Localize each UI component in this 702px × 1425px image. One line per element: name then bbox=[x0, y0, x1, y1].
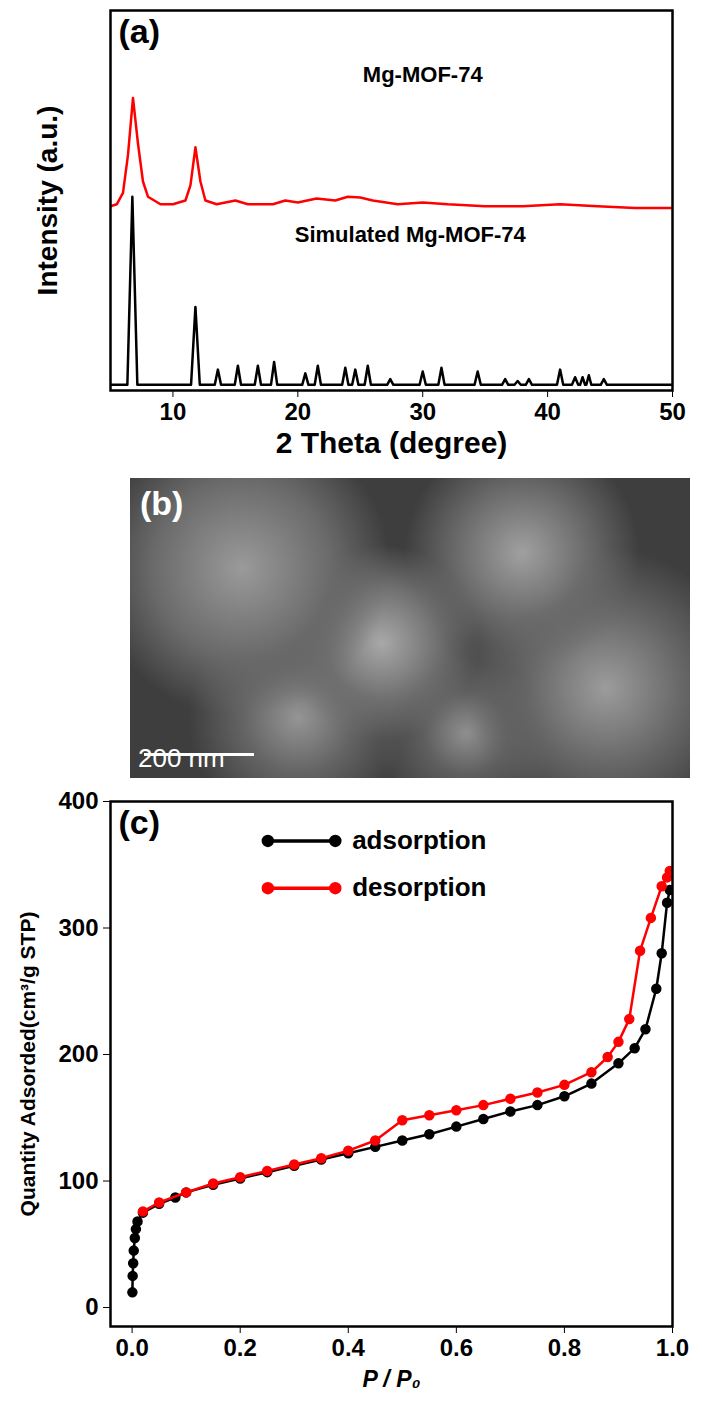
svg-text:40: 40 bbox=[534, 398, 561, 425]
svg-text:adsorption: adsorption bbox=[352, 825, 486, 855]
svg-text:0.8: 0.8 bbox=[548, 1334, 581, 1361]
svg-text:0.4: 0.4 bbox=[332, 1334, 366, 1361]
html-text:200 nm: 200 nm bbox=[138, 743, 225, 773]
html-text:(b): (b) bbox=[140, 484, 184, 522]
svg-text:20: 20 bbox=[284, 398, 311, 425]
svg-text:Simulated Mg-MOF-74: Simulated Mg-MOF-74 bbox=[295, 222, 527, 247]
svg-text:0.6: 0.6 bbox=[440, 1334, 473, 1361]
svg-text:Intensity (a.u.): Intensity (a.u.) bbox=[32, 106, 63, 296]
svg-text:1.0: 1.0 bbox=[656, 1334, 689, 1361]
svg-text:0: 0 bbox=[85, 1293, 98, 1320]
svg-text:Quantity Adsorded(cm³/g STP): Quantity Adsorded(cm³/g STP) bbox=[16, 912, 39, 1217]
svg-text:desorption: desorption bbox=[352, 872, 486, 902]
svg-text:Mg-MOF-74: Mg-MOF-74 bbox=[363, 62, 484, 87]
svg-text:(a): (a) bbox=[119, 12, 161, 50]
svg-text:P / P₀: P / P₀ bbox=[362, 1366, 420, 1392]
svg-text:400: 400 bbox=[58, 787, 98, 814]
svg-text:50: 50 bbox=[659, 398, 686, 425]
svg-text:30: 30 bbox=[409, 398, 436, 425]
svg-text:100: 100 bbox=[58, 1167, 98, 1194]
svg-text:10: 10 bbox=[160, 398, 187, 425]
svg-text:(c): (c) bbox=[119, 803, 161, 841]
svg-text:0.0: 0.0 bbox=[115, 1334, 148, 1361]
svg-text:200: 200 bbox=[58, 1040, 98, 1067]
svg-text:0.2: 0.2 bbox=[224, 1334, 257, 1361]
svg-text:2 Theta (degree): 2 Theta (degree) bbox=[276, 426, 508, 459]
svg-text:300: 300 bbox=[58, 914, 98, 941]
